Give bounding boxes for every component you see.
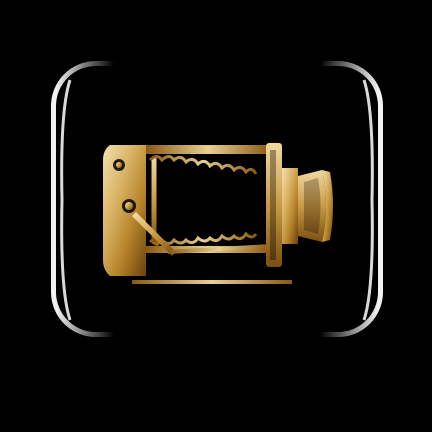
camera-graphic xyxy=(103,143,333,284)
